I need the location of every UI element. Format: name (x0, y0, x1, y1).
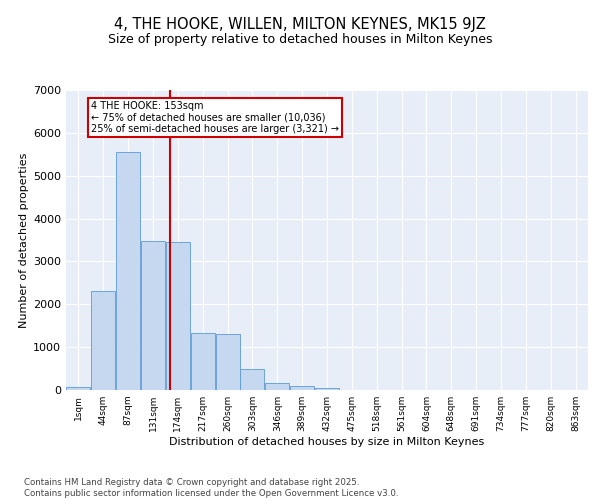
Bar (91, 292, 115, 390)
Text: Size of property relative to detached houses in Milton Keynes: Size of property relative to detached ho… (108, 32, 492, 46)
Text: 4 THE HOOKE: 153sqm
← 75% of detached houses are smaller (10,036)
25% of semi-de: 4 THE HOOKE: 153sqm ← 75% of detached ho… (91, 100, 339, 134)
Bar (315, 388, 339, 390)
Bar (241, 370, 265, 390)
Bar (290, 386, 314, 390)
Y-axis label: Number of detached properties: Number of detached properties (19, 152, 29, 328)
Text: Contains HM Land Registry data © Crown copyright and database right 2025.
Contai: Contains HM Land Registry data © Crown c… (24, 478, 398, 498)
Bar (116, 152, 140, 390)
Bar (141, 241, 165, 390)
Bar (265, 383, 289, 390)
Bar (166, 242, 190, 390)
X-axis label: Distribution of detached houses by size in Milton Keynes: Distribution of detached houses by size … (169, 437, 485, 447)
Bar (215, 334, 239, 390)
Bar (191, 334, 215, 390)
Text: 4, THE HOOKE, WILLEN, MILTON KEYNES, MK15 9JZ: 4, THE HOOKE, WILLEN, MILTON KEYNES, MK1… (114, 18, 486, 32)
Bar (67, 387, 91, 390)
